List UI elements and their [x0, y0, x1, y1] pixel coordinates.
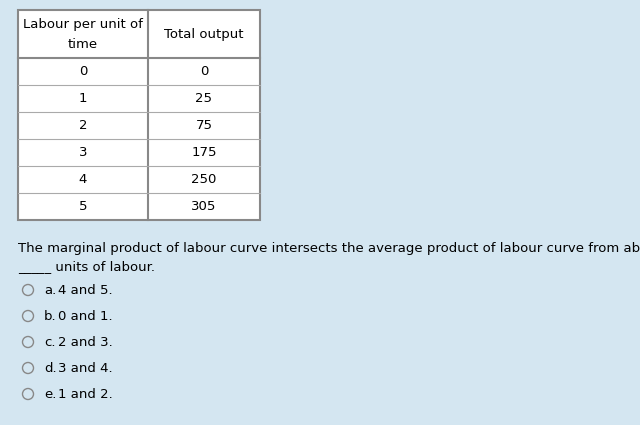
Text: 75: 75	[195, 119, 212, 132]
Text: a.: a.	[44, 283, 56, 297]
Text: 3 and 4.: 3 and 4.	[58, 362, 113, 374]
Text: 4: 4	[79, 173, 87, 186]
Bar	[18, 10, 260, 220]
Text: c.: c.	[44, 335, 56, 348]
Text: 250: 250	[191, 173, 217, 186]
Text: 2 and 3.: 2 and 3.	[58, 335, 113, 348]
Text: 1: 1	[79, 92, 87, 105]
Text: 0: 0	[79, 65, 87, 78]
Text: b.: b.	[44, 309, 56, 323]
Text: 0 and 1.: 0 and 1.	[58, 309, 113, 323]
Text: 3: 3	[79, 146, 87, 159]
Text: 175: 175	[191, 146, 217, 159]
Text: 305: 305	[191, 200, 217, 213]
Text: time: time	[68, 37, 98, 51]
Text: _____ units of labour.: _____ units of labour.	[18, 260, 155, 273]
Text: 4 and 5.: 4 and 5.	[58, 283, 113, 297]
Text: The marginal product of labour curve intersects the average product of labour cu: The marginal product of labour curve int…	[18, 242, 640, 255]
Text: Labour per unit of: Labour per unit of	[23, 17, 143, 31]
Text: 25: 25	[195, 92, 212, 105]
Text: d.: d.	[44, 362, 56, 374]
Text: e.: e.	[44, 388, 56, 400]
Text: 1 and 2.: 1 and 2.	[58, 388, 113, 400]
Text: 0: 0	[200, 65, 208, 78]
Text: 2: 2	[79, 119, 87, 132]
Text: 5: 5	[79, 200, 87, 213]
Text: Total output: Total output	[164, 28, 244, 40]
